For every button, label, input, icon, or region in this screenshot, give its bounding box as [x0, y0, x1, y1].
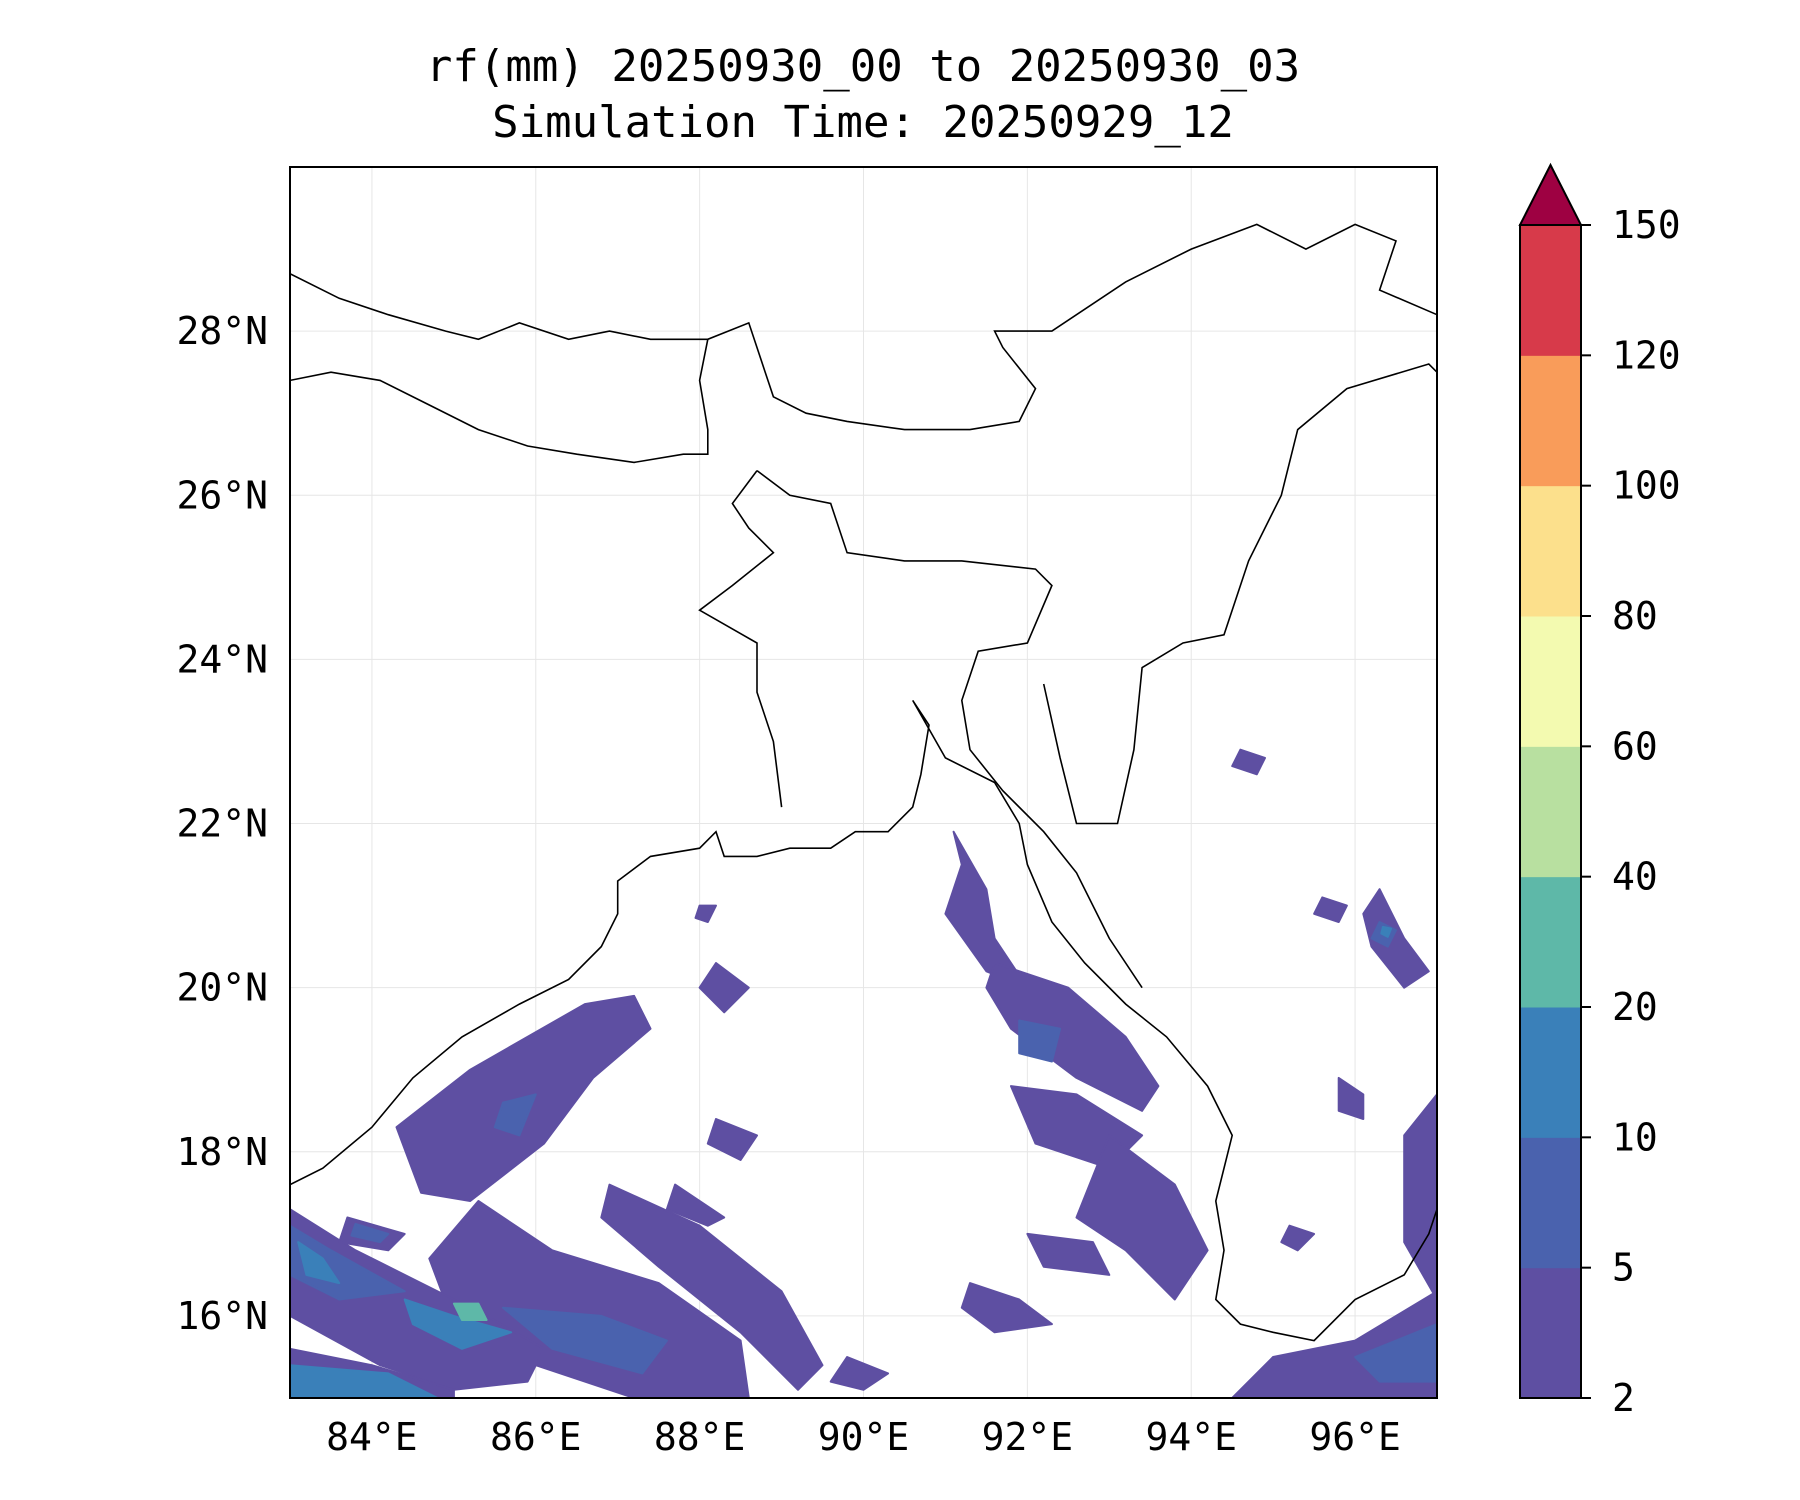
rainfall-area: [1380, 925, 1393, 938]
y-tick-label: 24°N: [176, 637, 268, 681]
plot-frame: [289, 166, 1438, 1399]
country-border: [290, 339, 709, 464]
x-tick-label: 96°E: [1309, 1415, 1401, 1459]
colorbar-tick-label: 10: [1612, 1115, 1658, 1159]
rainfall-area: [698, 962, 750, 1014]
rainfall-area: [1231, 748, 1266, 776]
country-border: [1042, 363, 1437, 825]
rainfall-area: [493, 1093, 537, 1137]
rainfall-area: [1018, 1019, 1062, 1063]
colorbar-segment: [1520, 1137, 1581, 1269]
rainfall-area: [1337, 1076, 1365, 1120]
colorbar-tick-label: 150: [1612, 203, 1681, 247]
colorbar-tick-label: 120: [1612, 333, 1681, 377]
chart-title-line1: rf(mm) 20250930_00 to 20250930_03: [426, 41, 1300, 92]
rainfall-area: [403, 1298, 513, 1350]
y-tick-label: 16°N: [176, 1294, 268, 1338]
rainfall-area: [1313, 896, 1348, 923]
colorbar-frame: [1519, 224, 1582, 1399]
colorbar-segment: [1520, 616, 1581, 747]
map-outlines: [290, 223, 1437, 1342]
rainfall-area: [290, 1364, 439, 1398]
colorbar-segment: [1520, 355, 1581, 487]
x-tick-label: 86°E: [490, 1415, 582, 1459]
colorbar-tick-label: 80: [1612, 594, 1658, 638]
colorbar-extend-arrow: [1518, 162, 1583, 226]
colorbar: 2 5 10 20 40 60 80 100 120 150: [1518, 162, 1681, 1420]
rainfall-area: [1026, 1232, 1111, 1276]
rainfall-area: [960, 1282, 1053, 1334]
x-tick-label: 92°E: [982, 1415, 1074, 1459]
colorbar-tick-label: 20: [1612, 985, 1658, 1029]
colorbar-tick-label: 2: [1612, 1376, 1635, 1420]
x-tick-label: 84°E: [326, 1415, 418, 1459]
rainfall-area: [1403, 1093, 1437, 1301]
rainfall-area: [350, 1223, 390, 1244]
colorbar-tick-label: 40: [1612, 855, 1658, 899]
y-tick-label: 26°N: [176, 473, 268, 517]
rainfall-area: [985, 962, 1160, 1112]
rainfall-area: [290, 1224, 406, 1301]
rainfall-area: [502, 1306, 668, 1375]
rainfall-area: [1075, 1134, 1209, 1301]
y-tick-label: 28°N: [176, 309, 268, 353]
country-border: [290, 223, 1437, 431]
rainfall-area: [665, 1183, 726, 1227]
coastline: [290, 699, 1437, 1342]
colorbar-segment: [1520, 746, 1581, 878]
colorbar-tick-label: 5: [1612, 1246, 1635, 1290]
colorbar-tick-label: 100: [1612, 464, 1681, 508]
y-tick-label: 20°N: [176, 966, 268, 1010]
rainfall-area: [1280, 1224, 1316, 1252]
country-border: [698, 470, 783, 808]
rainfall-area: [694, 904, 717, 923]
rainfall-contours: [290, 748, 1437, 1398]
colorbar-segment: [1520, 876, 1581, 1008]
rainfall-area: [290, 1208, 545, 1391]
rainfall-area: [829, 1356, 890, 1391]
y-tick-label: 22°N: [176, 802, 268, 846]
chart-title-line2: Simulation Time: 20250929_12: [492, 97, 1234, 148]
rainfall-area: [452, 1302, 488, 1321]
colorbar-segment: [1520, 1267, 1581, 1399]
x-tick-label: 90°E: [818, 1415, 910, 1459]
x-tick-label: 94°E: [1145, 1415, 1237, 1459]
y-tick-label: 18°N: [176, 1130, 268, 1174]
rainfall-area: [1354, 1323, 1437, 1383]
map-plot-area: 84°E 86°E 88°E 90°E 92°E 94°E 96°E 16°N 18°N 20°N…: [176, 166, 1438, 1459]
colorbar-tick-label: 60: [1612, 724, 1658, 768]
rainfall-area: [706, 1118, 758, 1161]
rainfall-area: [297, 1241, 341, 1285]
rainfall-area: [600, 1183, 824, 1391]
colorbar-segment: [1520, 225, 1581, 356]
colorbar-segment: [1520, 1007, 1581, 1138]
colorbar-segment: [1520, 485, 1581, 617]
x-tick-label: 88°E: [654, 1415, 746, 1459]
country-border: [756, 469, 1143, 989]
rainfall-area: [1362, 888, 1430, 989]
